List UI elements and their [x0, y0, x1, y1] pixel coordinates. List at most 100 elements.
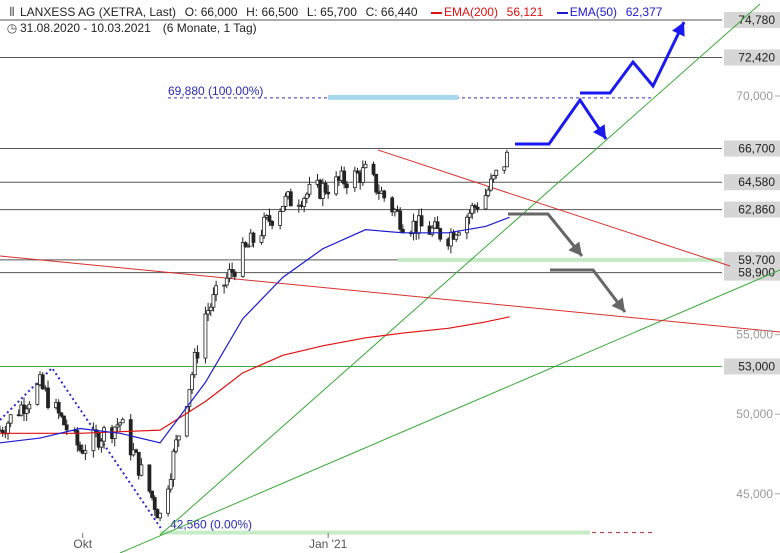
candle-body — [398, 210, 403, 230]
chart-header-row-2: ◷ 31.08.2020 - 10.03.2021 (6 Monate, 1 Ta… — [6, 21, 259, 35]
candle-body — [395, 209, 400, 212]
candle-body — [251, 232, 256, 243]
open-value: O: 66,000 — [184, 5, 238, 19]
candle-body — [158, 512, 162, 519]
scenario-arrows — [508, 21, 686, 313]
candle-body — [171, 450, 176, 480]
candle-body — [363, 163, 368, 169]
candle-body — [40, 374, 45, 390]
candle-body — [211, 294, 216, 308]
candle-body — [494, 169, 499, 176]
chart-header-row-1: ⫴ LANXESS AG (XETRA, Last) O: 66,000 H: 6… — [6, 5, 664, 20]
candle-body — [489, 178, 493, 191]
candle-body — [456, 232, 461, 236]
level-label-box — [724, 251, 780, 268]
downtrend-line-short — [377, 149, 731, 267]
level-label: 59,700 — [738, 253, 775, 267]
date-range: 31.08.2020 - 10.03.2021 — [20, 21, 151, 35]
candle-body — [118, 422, 122, 426]
candle-body — [8, 414, 13, 424]
candle-body — [467, 212, 472, 218]
candle-body — [371, 163, 376, 175]
candle-body — [473, 205, 477, 208]
ema-lines — [0, 216, 510, 444]
candles — [0, 149, 509, 522]
close-value: C: 66,440 — [365, 5, 418, 19]
candle-body — [195, 352, 200, 359]
candle-body — [470, 205, 475, 214]
level-label: 58,900 — [738, 266, 775, 280]
candle-body — [150, 490, 154, 498]
level-label: 64,580 — [738, 175, 775, 189]
ema200-value: 56,121 — [506, 5, 544, 19]
candle-body — [352, 170, 357, 189]
high-value: H: 66,500 — [246, 5, 299, 19]
candle-body — [382, 190, 387, 199]
candle-body — [174, 439, 178, 452]
candle-body — [486, 189, 491, 196]
level-label-box — [724, 201, 780, 218]
period-label: (6 Monate, 1 Tag) — [162, 21, 257, 35]
candle-body — [230, 269, 235, 273]
candle-body — [334, 176, 339, 195]
level-label-box — [724, 174, 780, 191]
candle-body — [206, 310, 211, 315]
downtrend-line-long — [0, 255, 780, 333]
bullish-target-arrow — [580, 21, 686, 95]
candle-body — [246, 245, 251, 248]
gray-down-arrow-1-head — [568, 241, 582, 256]
candle-body — [46, 387, 50, 409]
price-axis: 45,000 50,000 55,000 70,000 — [736, 89, 780, 501]
candle-body — [326, 191, 331, 195]
support-zone-band — [398, 257, 722, 262]
candle-body — [342, 170, 347, 185]
instrument-name: LANXESS AG (XETRA, Last) — [20, 5, 177, 19]
candle-body — [464, 216, 469, 234]
bearish-pullback-arrow-path — [515, 97, 608, 146]
candle-body — [192, 352, 197, 376]
candle-body — [374, 173, 379, 193]
candle-body — [147, 464, 152, 492]
candle-body — [176, 435, 181, 441]
candle-body — [203, 313, 208, 359]
candle-body — [227, 269, 232, 279]
candle-body — [136, 451, 141, 476]
candle-body — [491, 175, 496, 180]
level-label: 72,420 — [738, 50, 775, 64]
candle-body — [134, 449, 138, 453]
level-label-box — [724, 49, 780, 66]
clock-icon: ◷ — [6, 21, 18, 35]
candle-body — [390, 197, 395, 213]
candle-body — [62, 415, 66, 426]
ema200-label: EMA(200) — [443, 5, 498, 19]
candle-body — [259, 235, 264, 243]
candle-body — [139, 464, 144, 476]
candlestick-icon: ⫴ — [9, 5, 15, 19]
candle-body — [270, 221, 275, 226]
gray-down-arrow-2-head — [611, 297, 625, 312]
ema50-value: 62,377 — [625, 5, 663, 19]
candle-body — [243, 242, 248, 247]
level-label: 53,000 — [738, 359, 775, 373]
fibonacci-0-label: 42,560 (0.00%) — [170, 518, 252, 532]
candle-body — [187, 389, 192, 407]
level-label-box — [724, 358, 780, 375]
uptrend-line-flat — [119, 269, 780, 553]
level-label-box — [724, 264, 780, 281]
candle-body — [435, 221, 440, 229]
candle-body — [214, 285, 219, 296]
candle-body — [83, 450, 88, 454]
price-tick-label: 50,000 — [736, 407, 773, 421]
candle-body — [152, 497, 157, 510]
candle-body — [304, 193, 309, 199]
bearish-pullback-arrow — [515, 97, 608, 146]
time-tick-label: Jan '21 — [309, 537, 348, 551]
candle-body — [99, 440, 104, 448]
candle-body — [355, 170, 360, 174]
bullish-target-arrow-path — [580, 21, 686, 95]
gray-down-arrow-2-path — [550, 268, 627, 313]
gray-down-arrow-1-path — [508, 212, 584, 257]
candle-body — [35, 384, 40, 405]
time-axis: Okt Jan '21 — [73, 533, 348, 551]
